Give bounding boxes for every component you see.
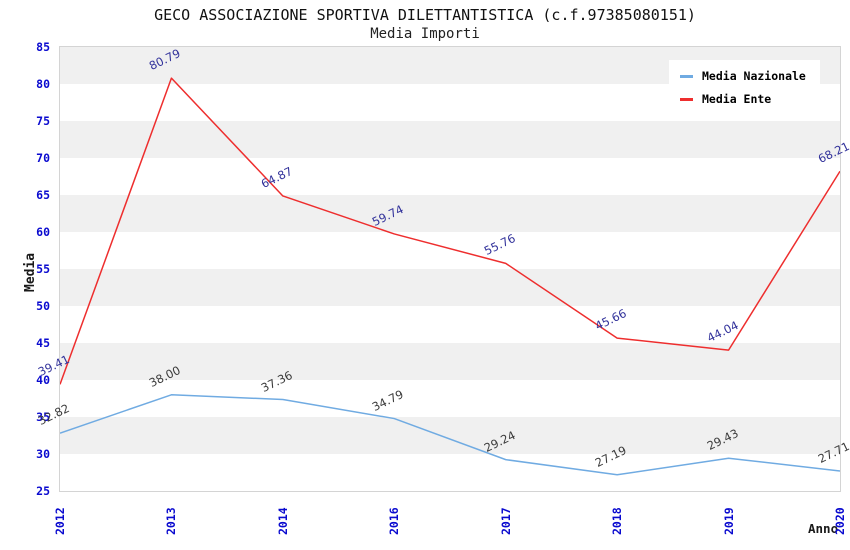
x-tick-label: 2014 (275, 507, 290, 535)
y-tick-label: 65 (36, 188, 50, 202)
x-tick-label: 2017 (498, 507, 513, 535)
y-tick-label: 40 (36, 373, 50, 387)
y-tick-label: 85 (36, 40, 50, 54)
y-tick-label: 80 (36, 77, 50, 91)
plot-area (59, 46, 841, 492)
grid-band (60, 121, 840, 158)
x-tick-label: 2016 (387, 507, 402, 535)
grid-band (60, 417, 840, 454)
legend-label: Media Nazionale (702, 69, 806, 83)
y-tick-label: 50 (36, 299, 50, 313)
y-tick-label: 75 (36, 114, 50, 128)
x-tick-label: 2018 (610, 507, 625, 535)
y-tick-label: 30 (36, 447, 50, 461)
legend-item: Media Nazionale (680, 69, 806, 83)
chart-title: GECO ASSOCIAZIONE SPORTIVA DILETTANTISTI… (154, 6, 696, 24)
grid-band (60, 343, 840, 380)
series-lines (60, 77, 840, 476)
grid-band (60, 269, 840, 306)
grid-band (60, 195, 840, 232)
y-tick-label: 60 (36, 225, 50, 239)
grid-band (60, 306, 840, 343)
series-line-media-ente (60, 77, 840, 385)
x-tick-label: 2013 (164, 507, 179, 535)
legend-line-swatch (680, 97, 693, 101)
chart-subtitle: Media Importi (370, 26, 480, 42)
grid-band (60, 380, 840, 417)
series-line-media-nazionale (60, 394, 840, 476)
legend-item: Media Ente (680, 92, 806, 106)
x-tick-label: 2020 (833, 507, 847, 535)
grid-band (60, 158, 840, 195)
y-tick-label: 70 (36, 151, 50, 165)
legend: Media Nazionale Media Ente (669, 60, 820, 115)
legend-line-swatch (680, 74, 693, 78)
x-tick-label: 2019 (721, 507, 736, 535)
x-axis-title: Anno (808, 521, 839, 536)
y-tick-label: 35 (36, 410, 50, 424)
y-tick-label: 55 (36, 262, 50, 276)
legend-label: Media Ente (702, 92, 772, 106)
grid-band (60, 232, 840, 269)
y-tick-label: 25 (36, 484, 50, 498)
y-tick-label: 45 (36, 336, 50, 350)
x-tick-label: 2012 (53, 507, 67, 535)
grid-band (60, 454, 840, 491)
